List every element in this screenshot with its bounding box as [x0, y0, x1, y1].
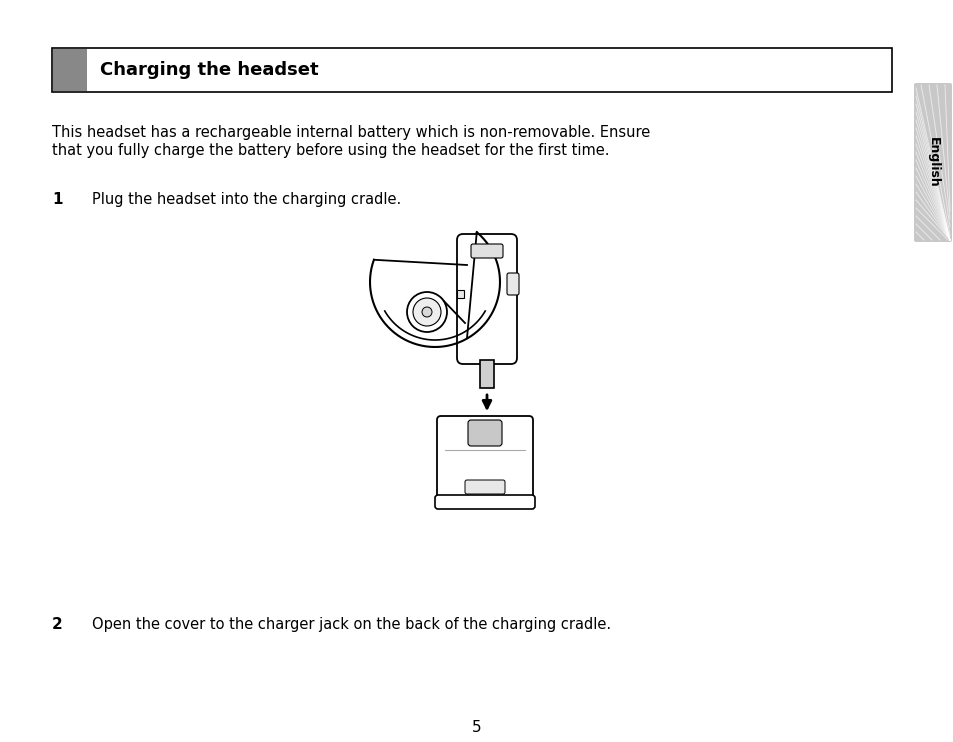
FancyBboxPatch shape	[471, 244, 502, 258]
Text: 2: 2	[52, 617, 63, 632]
FancyBboxPatch shape	[913, 83, 951, 242]
Text: Plug the headset into the charging cradle.: Plug the headset into the charging cradl…	[91, 192, 401, 207]
Bar	[456, 290, 463, 298]
Bar	[53, 49, 87, 91]
Text: that you fully charge the battery before using the headset for the first time.: that you fully charge the battery before…	[52, 143, 609, 158]
FancyBboxPatch shape	[456, 234, 517, 364]
Circle shape	[413, 298, 440, 326]
Bar	[479, 360, 494, 388]
FancyBboxPatch shape	[435, 495, 535, 509]
Bar	[52, 48, 891, 92]
Text: 5: 5	[472, 720, 481, 735]
FancyBboxPatch shape	[468, 420, 501, 446]
FancyBboxPatch shape	[464, 480, 504, 494]
Text: English: English	[925, 137, 939, 188]
Text: Open the cover to the charger jack on the back of the charging cradle.: Open the cover to the charger jack on th…	[91, 617, 611, 632]
Text: 1: 1	[52, 192, 63, 207]
Circle shape	[407, 292, 447, 332]
Text: Charging the headset: Charging the headset	[100, 61, 318, 79]
Circle shape	[421, 307, 432, 317]
FancyBboxPatch shape	[506, 273, 518, 295]
FancyBboxPatch shape	[436, 416, 533, 506]
Text: This headset has a rechargeable internal battery which is non-removable. Ensure: This headset has a rechargeable internal…	[52, 125, 650, 140]
